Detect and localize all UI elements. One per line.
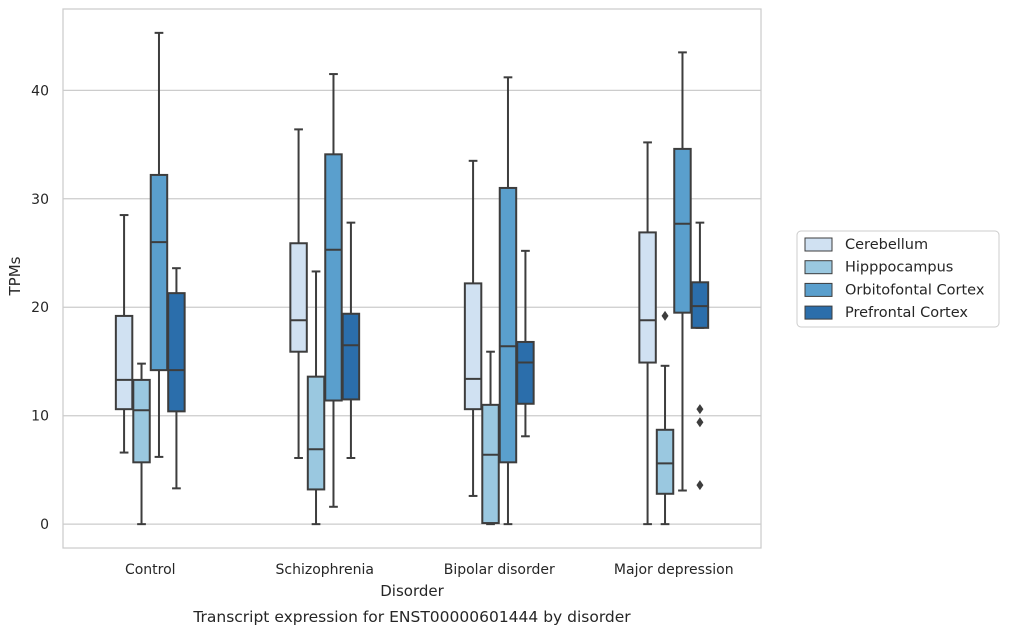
outlier-point — [696, 404, 704, 415]
box-iqr — [167, 292, 186, 413]
x-tick-label: Schizophrenia — [276, 562, 374, 578]
y-tick-label: 0 — [40, 517, 49, 533]
box-iqr — [498, 186, 518, 464]
box — [132, 362, 151, 526]
outlier-point — [696, 480, 704, 491]
legend-label: Hipppocampus — [845, 260, 953, 276]
box — [516, 249, 535, 438]
legend: Cerebellum Hipppocampus Orbitofontal Corte… — [796, 230, 1000, 328]
plot-frame — [62, 8, 762, 549]
x-tick-label: Major depression — [614, 562, 734, 578]
box-iqr — [481, 403, 500, 525]
box-iqr — [673, 147, 692, 314]
box — [341, 221, 361, 459]
x-axis-ticks: Control Schizophrenia Bipolar disorder Majo… — [125, 562, 734, 578]
box — [114, 214, 134, 454]
box-iqr — [306, 375, 326, 491]
y-tick-label: 40 — [31, 83, 49, 99]
box-iqr — [132, 378, 151, 464]
y-axis-label: TPMs — [6, 256, 24, 296]
outlier-point — [696, 417, 704, 428]
box-iqr — [324, 153, 343, 402]
legend-label: Orbitofontal Cortex — [845, 282, 985, 298]
box — [324, 73, 343, 508]
series-group — [132, 270, 675, 526]
legend-item: Cerebellum — [804, 237, 928, 253]
series-group — [149, 31, 692, 526]
box — [149, 31, 169, 458]
x-axis-label: Disorder — [380, 582, 444, 600]
box — [673, 51, 692, 492]
legend-label: Cerebellum — [845, 237, 928, 253]
box-iqr — [289, 242, 308, 353]
box-iqr — [516, 340, 535, 405]
outlier-point — [661, 310, 669, 321]
x-tick-label: Bipolar disorder — [444, 562, 555, 578]
box-iqr — [463, 282, 483, 411]
legend-swatch — [804, 260, 833, 275]
box-iqr — [341, 312, 361, 401]
box — [638, 141, 657, 526]
box — [289, 128, 308, 459]
legend-item: Hipppocampus — [804, 260, 953, 276]
box-iqr — [690, 281, 710, 329]
box-iqr — [655, 428, 675, 495]
box-iqr — [638, 231, 657, 364]
box-iqr — [114, 314, 134, 411]
series-group — [114, 128, 657, 526]
legend-swatch — [804, 237, 833, 252]
legend-item: Orbitofontal Cortex — [804, 282, 985, 298]
y-tick-label: 10 — [31, 409, 49, 425]
legend-label: Prefrontal Cortex — [845, 305, 968, 321]
legend-swatch — [804, 305, 833, 320]
box — [655, 310, 675, 526]
legend-item: Prefrontal Cortex — [804, 305, 968, 321]
box-iqr — [149, 173, 169, 372]
chart-caption: Transcript expression for ENST0000060144… — [192, 608, 631, 626]
box — [498, 76, 518, 526]
box-plot-series — [114, 31, 710, 526]
box — [690, 221, 710, 491]
legend-swatch — [804, 282, 833, 297]
box — [481, 350, 500, 526]
y-axis-ticks: 0 10 20 30 40 — [31, 83, 49, 533]
y-tick-label: 30 — [31, 192, 49, 208]
box — [463, 159, 483, 497]
y-tick-label: 20 — [31, 300, 49, 316]
box — [167, 267, 186, 490]
legend-frame — [796, 230, 1000, 328]
series-group — [167, 221, 710, 491]
box — [306, 270, 326, 526]
x-tick-label: Control — [125, 562, 176, 578]
